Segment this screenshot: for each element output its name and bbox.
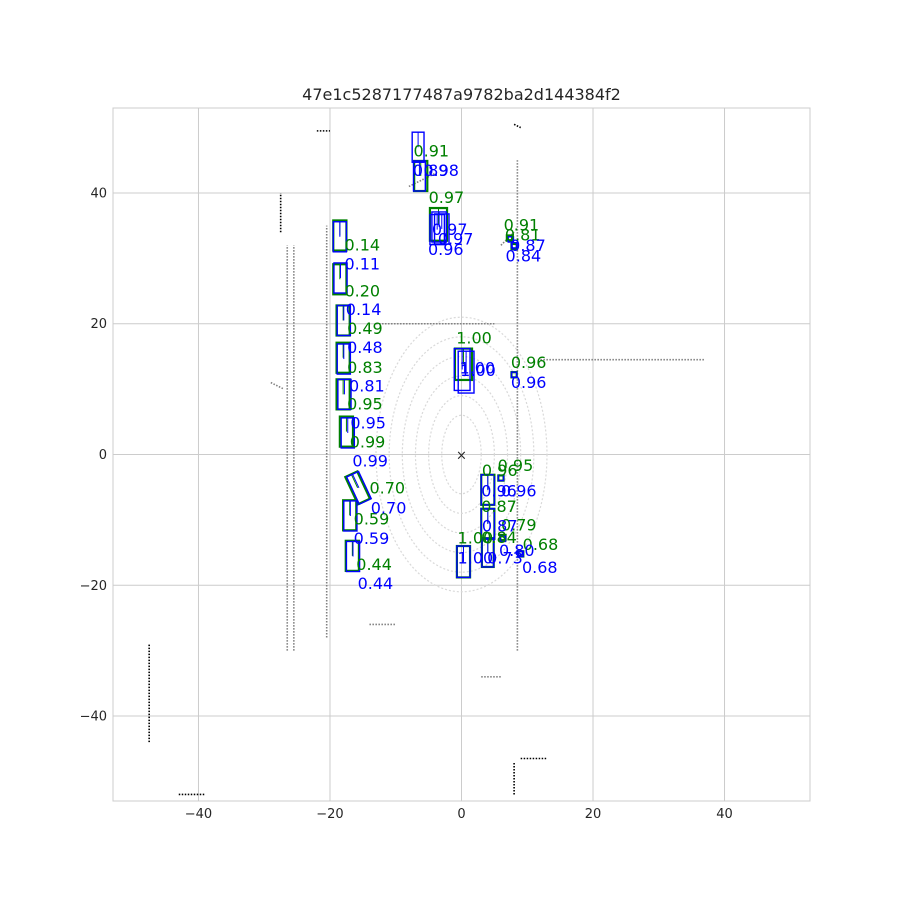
gt-score-label: 0.81 — [505, 226, 541, 245]
y-tick-label: −20 — [80, 579, 107, 594]
y-axis-ticks: −40 −20 0 20 40 — [80, 186, 107, 724]
point-ring — [401, 355, 522, 554]
gt-score-label: 0.70 — [369, 479, 405, 498]
ground-truth-box-heading — [350, 474, 359, 489]
gt-score-label: 0.83 — [347, 358, 383, 377]
predicted-box — [497, 474, 505, 482]
x-axis-ticks: −40 −20 0 20 40 — [185, 807, 733, 822]
ground-truth-box — [505, 234, 514, 242]
pred-score-label: 0.96 — [501, 481, 537, 500]
pred-score-label: 0.96 — [428, 240, 464, 259]
pred-score-label: 0.59 — [354, 529, 390, 548]
gt-score-label: 0.59 — [354, 509, 390, 528]
pred-score-label: 0.80 — [499, 541, 535, 560]
gt-score-label: 0.91 — [504, 215, 540, 234]
y-tick-label: 40 — [90, 186, 107, 201]
gt-score-label: 0.84 — [481, 528, 517, 547]
axes-frame — [112, 107, 811, 802]
pred-score-label: 0.97 — [438, 230, 474, 249]
ego-marker: × — [456, 449, 467, 464]
pred-score-label: 0.98 — [423, 161, 459, 180]
pred-score-label: 0.99 — [352, 451, 388, 470]
pred-score-label: 0.97 — [432, 220, 468, 239]
gt-score-label: 1.00 — [456, 328, 492, 347]
chart-title: 47e1c5287177487a9782ba2d144384f2 — [302, 85, 621, 104]
predicted-box-heading — [352, 474, 360, 489]
predicted-box — [510, 371, 518, 379]
pred-score-label: 0.89 — [413, 161, 449, 180]
predicted-boxes — [332, 131, 525, 579]
x-tick-label: −40 — [185, 807, 212, 822]
gt-score-label: 0.95 — [498, 456, 534, 475]
gt-score-label: 0.79 — [501, 515, 537, 534]
x-tick-label: 0 — [457, 807, 465, 822]
x-tick-label: −20 — [316, 807, 343, 822]
pred-score-label: 0.48 — [347, 338, 383, 357]
gt-score-label: 0.95 — [347, 394, 383, 413]
point-segment — [513, 123, 522, 129]
predicted-box — [517, 550, 525, 558]
y-tick-label: 20 — [90, 317, 107, 332]
pred-score-label: 0.87 — [482, 517, 518, 536]
gt-score-label: 0.68 — [523, 535, 559, 554]
pred-score-label: 0.96 — [511, 373, 547, 392]
gt-score-label: 0.44 — [356, 555, 392, 574]
gt-score-label: 0.97 — [429, 188, 465, 207]
gt-score-label: 0.20 — [344, 281, 380, 300]
plot-area: 0.140.200.490.830.950.990.700.590.440.91… — [112, 107, 811, 802]
point-segment — [408, 172, 436, 188]
pred-score-label: 1.00 — [458, 549, 494, 568]
x-tick-label: 20 — [585, 807, 602, 822]
predicted-box — [510, 241, 518, 249]
gt-score-label: 1.00 — [458, 528, 494, 547]
ego-x-marker: × — [456, 449, 467, 464]
gt-score-label: 0.91 — [413, 141, 449, 160]
pred-score-label: 1.00 — [460, 358, 496, 377]
pred-score-label: 0.70 — [371, 498, 407, 517]
gt-score-label: 0.96 — [482, 461, 518, 480]
y-tick-label: −40 — [80, 710, 107, 725]
gt-score-label: 0.96 — [511, 353, 547, 372]
predicted-box — [345, 470, 373, 506]
gt-score-label: 0.87 — [481, 497, 517, 516]
grid — [113, 108, 810, 801]
score-labels: 0.140.200.490.830.950.990.700.590.440.91… — [344, 141, 558, 593]
pred-score-label: 0.14 — [346, 300, 382, 319]
point-ring — [375, 316, 548, 593]
pred-score-label: 0.96 — [481, 481, 517, 500]
point-ring — [414, 375, 509, 534]
y-tick-label: 0 — [99, 448, 107, 463]
point-segment — [270, 381, 285, 390]
pred-score-label: 0.95 — [350, 413, 386, 432]
pred-score-label: 0.84 — [506, 247, 542, 266]
pred-score-label: 0.44 — [358, 574, 394, 593]
pred-score-label: 0.73 — [487, 549, 523, 568]
x-tick-label: 40 — [716, 807, 733, 822]
predicted-box — [499, 535, 507, 543]
point-ring — [441, 414, 482, 495]
pred-score-label: 0.87 — [510, 236, 546, 255]
point-ring — [428, 395, 495, 514]
point-ring — [388, 336, 535, 573]
gt-score-label: 0.99 — [350, 432, 386, 451]
pred-score-label: 0.68 — [522, 558, 558, 577]
pred-score-label: 0.81 — [349, 377, 385, 396]
gt-score-label: 0.49 — [347, 319, 383, 338]
gt-score-label: 0.14 — [344, 236, 380, 255]
pred-score-label: 1.00 — [460, 361, 496, 380]
pred-score-label: 0.11 — [344, 254, 380, 273]
